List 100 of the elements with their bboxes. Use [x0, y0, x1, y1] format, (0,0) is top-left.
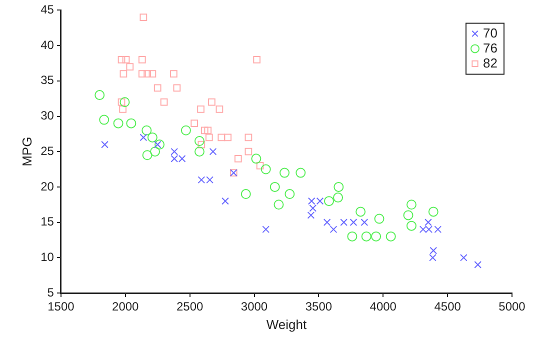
y-axis-title: MPG [19, 136, 34, 166]
point [194, 136, 204, 146]
point [101, 140, 108, 148]
point [296, 168, 306, 178]
point [222, 197, 229, 205]
point [361, 231, 372, 242]
point [173, 84, 181, 92]
legend-label: 76 [483, 40, 498, 56]
point [260, 164, 271, 174]
y-tick-label: 5 [47, 285, 54, 300]
point [340, 218, 348, 226]
point [280, 168, 290, 178]
x-axis-title: Weight [266, 316, 307, 332]
point [142, 150, 152, 160]
point [197, 106, 204, 113]
point [360, 218, 368, 226]
point [371, 231, 382, 242]
point [178, 154, 186, 162]
point [474, 261, 482, 268]
point [234, 154, 242, 162]
point [406, 220, 416, 231]
point [434, 226, 442, 234]
point [256, 162, 264, 170]
legend-label: 70 [483, 25, 498, 40]
point [154, 140, 162, 148]
point [406, 200, 416, 210]
point [150, 146, 160, 157]
point [205, 134, 213, 142]
x-tick-label: 2000 [112, 300, 140, 314]
point [347, 231, 358, 242]
point [262, 226, 270, 234]
point [374, 214, 384, 224]
point [99, 114, 110, 125]
point [140, 134, 148, 142]
point [244, 148, 252, 156]
x-tick-label: 3500 [305, 300, 332, 314]
x-tick-label: 4000 [370, 300, 397, 314]
point [126, 63, 134, 70]
point [154, 84, 162, 92]
y-tick-label: 35 [40, 73, 54, 88]
point [330, 226, 338, 234]
point [334, 182, 344, 192]
point [208, 98, 216, 106]
point [350, 218, 358, 226]
point [428, 206, 438, 217]
point [244, 134, 252, 142]
x-tick-label: 5000 [498, 300, 526, 314]
y-tick-label: 45 [40, 2, 54, 17]
legend-label: 82 [483, 55, 498, 70]
point [333, 192, 344, 203]
point [218, 134, 226, 142]
y-tick-label: 20 [40, 179, 54, 194]
point [274, 200, 284, 210]
point [324, 196, 334, 206]
y-tick-label: 15 [40, 214, 54, 229]
point [120, 97, 130, 108]
point [142, 125, 152, 136]
point [180, 125, 191, 136]
point [120, 70, 128, 78]
point [144, 70, 151, 78]
point [419, 226, 427, 234]
point [204, 126, 212, 134]
point [148, 70, 156, 78]
point [209, 148, 217, 156]
point [198, 140, 206, 148]
point [119, 106, 126, 113]
x-tick-label: 2500 [176, 300, 204, 314]
point [154, 140, 165, 150]
point [126, 118, 136, 128]
x-tick-label: 4500 [434, 300, 462, 314]
point [206, 176, 214, 184]
point [403, 210, 414, 220]
point [194, 146, 204, 157]
point [138, 56, 146, 64]
point [160, 98, 168, 106]
point [356, 206, 366, 217]
point [216, 106, 224, 113]
y-tick-label: 40 [40, 38, 54, 52]
point [316, 197, 324, 205]
point [224, 134, 232, 142]
point [118, 56, 126, 64]
y-tick-label: 10 [40, 250, 54, 264]
point [270, 182, 280, 192]
point [240, 189, 251, 200]
point [284, 189, 295, 200]
point [253, 56, 261, 64]
point [170, 70, 178, 78]
y-tick-label: 25 [40, 144, 54, 158]
point [251, 154, 262, 164]
point [198, 176, 206, 184]
point [147, 132, 158, 142]
point [323, 218, 331, 226]
x-tick-label: 3000 [240, 300, 268, 314]
point [138, 70, 146, 78]
point [190, 120, 198, 127]
point [460, 254, 468, 262]
point [113, 118, 124, 128]
y-tick-label: 30 [40, 108, 54, 123]
point [200, 126, 208, 134]
x-tick-label: 1500 [48, 300, 75, 314]
